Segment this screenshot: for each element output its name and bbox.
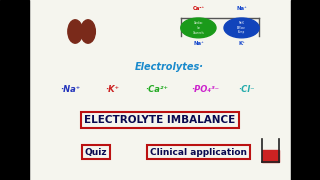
Text: ·Cl⁻: ·Cl⁻ [238,86,255,94]
Text: ·Ca²⁺: ·Ca²⁺ [145,86,168,94]
Text: Electrolytes·: Electrolytes· [135,62,204,72]
Text: Clinical application: Clinical application [150,148,247,157]
Text: Na/K
ATPase
Pump: Na/K ATPase Pump [237,21,246,35]
Text: ·K⁺: ·K⁺ [105,86,119,94]
Bar [262,150,279,162]
Ellipse shape [81,20,95,43]
Text: Quiz: Quiz [85,148,107,157]
Text: ELECTROLYTE IMBALANCE: ELECTROLYTE IMBALANCE [84,115,236,125]
Text: Na⁺: Na⁺ [193,41,204,46]
Text: Na⁺: Na⁺ [236,6,247,11]
Ellipse shape [68,20,83,43]
Text: Ca²⁺: Ca²⁺ [192,6,204,11]
Circle shape [181,18,216,38]
Circle shape [224,18,259,38]
Text: ·PO₄³⁻: ·PO₄³⁻ [191,86,219,94]
Text: ·Na⁺: ·Na⁺ [60,86,80,94]
Text: K⁺: K⁺ [238,41,245,46]
Text: Cardiac
Ion
Channels: Cardiac Ion Channels [193,21,204,35]
